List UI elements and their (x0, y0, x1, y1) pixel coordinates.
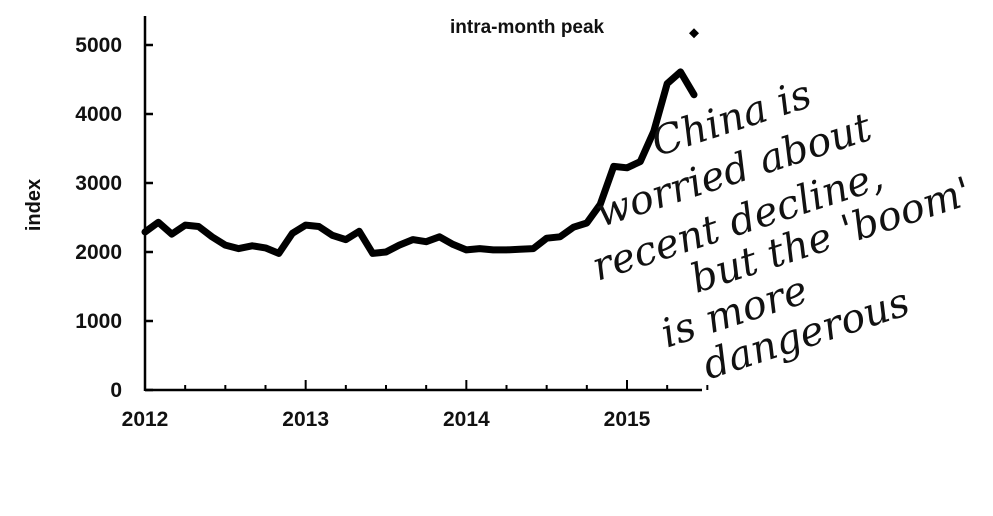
x-tick-label-2015: 2015 (604, 408, 651, 431)
y-axis-title: index (23, 179, 45, 231)
y-tick-label-0: 0 (110, 379, 122, 402)
series-line (141, 68, 698, 257)
y-tick-label-5000: 5000 (75, 34, 122, 57)
x-axis-ticks: 2012 2013 2014 2015 (122, 380, 709, 431)
y-tick-label-4000: 4000 (75, 103, 122, 126)
y-axis-ticks: 0 1000 2000 3000 4000 5000 (75, 34, 153, 402)
x-tick-label-2013: 2013 (282, 408, 329, 431)
peak-label: intra-month peak (450, 17, 605, 38)
x-tick-label-2012: 2012 (122, 408, 169, 431)
x-tick-label-2014: 2014 (443, 408, 490, 431)
y-tick-label-1000: 1000 (75, 310, 122, 333)
peak-annotation-group: intra-month peak (450, 17, 699, 39)
peak-marker (688, 28, 699, 39)
y-tick-label-3000: 3000 (75, 172, 122, 195)
y-tick-label-2000: 2000 (75, 241, 122, 264)
